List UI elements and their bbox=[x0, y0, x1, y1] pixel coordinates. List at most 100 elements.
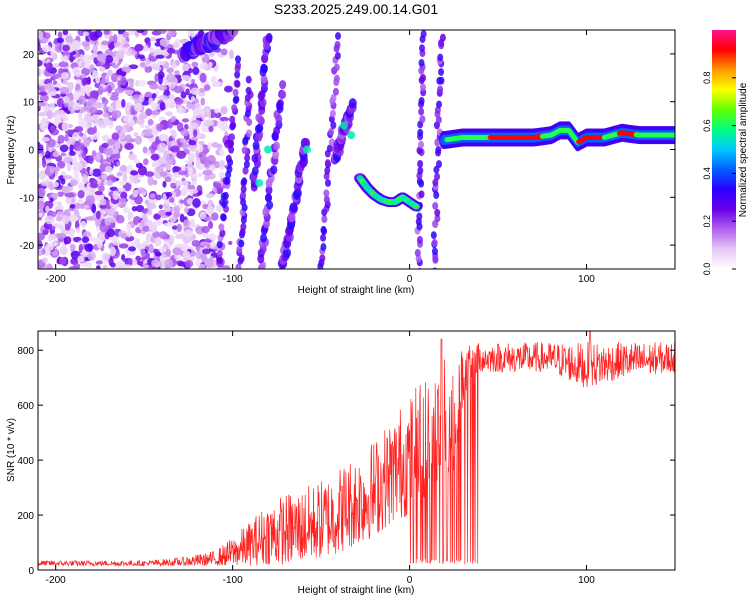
colorbar-gradient bbox=[712, 30, 736, 269]
bright-spot bbox=[340, 121, 349, 130]
noise-blob bbox=[199, 211, 207, 220]
noise-blob bbox=[165, 155, 175, 166]
noise-blob bbox=[81, 262, 91, 268]
noise-blob bbox=[144, 171, 155, 177]
noise-blob bbox=[38, 30, 44, 40]
noise-blob bbox=[51, 192, 59, 199]
noise-blob bbox=[107, 138, 116, 146]
noise-blob bbox=[69, 203, 76, 209]
noise-blob bbox=[156, 123, 164, 131]
noise-blob bbox=[93, 101, 101, 109]
noise-blob bbox=[125, 110, 131, 116]
streak-blob bbox=[320, 225, 327, 234]
noise-blob bbox=[181, 245, 188, 252]
noise-blob bbox=[180, 129, 189, 137]
noise-blob bbox=[74, 126, 84, 133]
noise-blob bbox=[72, 66, 81, 76]
noise-blob bbox=[154, 73, 159, 83]
streak-blob bbox=[260, 74, 268, 84]
noise-blob bbox=[84, 243, 94, 253]
noise-blob bbox=[38, 173, 41, 178]
noise-blob bbox=[180, 74, 191, 81]
noise-blob bbox=[83, 112, 92, 122]
noise-blob bbox=[42, 229, 49, 236]
streak-blob bbox=[216, 240, 223, 249]
noise-blob bbox=[69, 215, 76, 223]
noise-blob bbox=[136, 30, 145, 34]
noise-blob bbox=[45, 62, 53, 73]
streak-blob bbox=[235, 61, 242, 70]
noise-blob bbox=[57, 233, 67, 239]
noise-blob bbox=[218, 171, 226, 180]
streak-blob bbox=[218, 223, 225, 232]
noise-blob bbox=[158, 74, 163, 85]
noise-blob bbox=[68, 137, 76, 146]
noise-blob bbox=[110, 152, 121, 161]
noise-blob bbox=[128, 78, 134, 89]
noise-blob bbox=[156, 60, 166, 66]
noise-blob bbox=[71, 196, 76, 204]
noise-blob bbox=[172, 247, 182, 256]
streak-blob bbox=[282, 247, 291, 258]
streak-blob bbox=[434, 138, 441, 147]
snr-xtick-label: 100 bbox=[578, 575, 595, 586]
noise-blob bbox=[136, 187, 146, 193]
spectrogram-ylabel: Frequency (Hz) bbox=[6, 116, 17, 185]
noise-blob bbox=[38, 112, 48, 117]
colorbar-tick-label: 0.8 bbox=[702, 72, 712, 85]
noise-blob bbox=[110, 72, 119, 83]
noise-blob bbox=[124, 142, 134, 151]
streak-blob bbox=[330, 121, 337, 130]
noise-blob bbox=[127, 126, 134, 132]
streak-blob bbox=[242, 166, 249, 175]
noise-blob bbox=[59, 144, 69, 153]
snr-ylabel: SNR (10 * v/v) bbox=[6, 418, 17, 482]
noise-blob bbox=[106, 179, 114, 187]
streak-blob bbox=[418, 107, 425, 116]
noise-blob bbox=[201, 232, 209, 238]
noise-blob bbox=[158, 30, 167, 34]
noise-blob bbox=[38, 200, 45, 210]
noise-blob bbox=[80, 220, 87, 229]
noise-blob bbox=[158, 231, 168, 240]
noise-blob bbox=[169, 216, 177, 223]
noise-blob bbox=[59, 256, 67, 266]
noise-blob bbox=[135, 244, 145, 250]
noise-blob bbox=[91, 72, 97, 78]
noise-blob bbox=[213, 182, 222, 189]
noise-blob bbox=[199, 62, 209, 70]
noise-blob bbox=[150, 153, 160, 161]
streak-blob bbox=[419, 115, 426, 124]
noise-blob bbox=[213, 81, 223, 87]
streak-blob bbox=[435, 116, 442, 124]
noise-blob bbox=[48, 102, 56, 112]
noise-blob bbox=[171, 61, 176, 69]
streak-blob bbox=[348, 98, 357, 109]
noise-blob bbox=[158, 204, 163, 210]
noise-blob bbox=[211, 77, 216, 84]
noise-blob bbox=[120, 197, 127, 208]
streak-blob bbox=[324, 166, 331, 175]
streak-blob bbox=[243, 160, 250, 169]
noise-blob bbox=[77, 255, 85, 263]
noise-blob bbox=[96, 153, 101, 162]
noise-blob bbox=[49, 233, 57, 240]
noise-blob bbox=[88, 98, 97, 104]
spectrogram-xlabel: Height of straight line (km) bbox=[298, 285, 415, 296]
noise-blob bbox=[171, 225, 178, 230]
noise-blob bbox=[40, 181, 51, 187]
noise-blob bbox=[60, 71, 69, 80]
noise-blob bbox=[189, 218, 196, 228]
noise-blob bbox=[113, 33, 118, 44]
noise-blob bbox=[62, 79, 69, 86]
noise-blob bbox=[101, 97, 107, 102]
noise-blob bbox=[214, 107, 220, 114]
noise-blob bbox=[158, 209, 167, 216]
noise-blob bbox=[135, 80, 140, 87]
noise-blob bbox=[96, 225, 101, 231]
snr-ytick-label: 400 bbox=[17, 456, 34, 467]
streak-blob bbox=[279, 80, 287, 90]
noise-blob bbox=[38, 160, 42, 169]
streak-blob bbox=[289, 202, 298, 213]
